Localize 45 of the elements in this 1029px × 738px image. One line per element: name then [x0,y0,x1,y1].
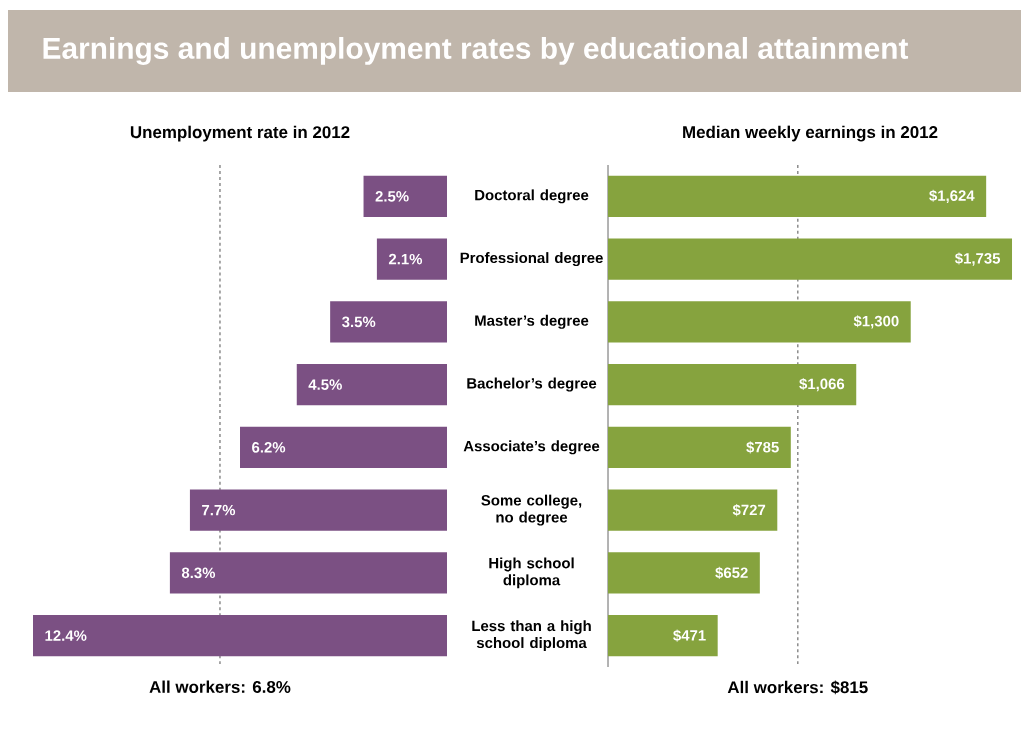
data-label: 4.5% [308,379,342,390]
data-label: $1,624 [929,189,975,204]
data-label: 6.2% [252,442,286,453]
y-tick-label: Professional degree [460,252,603,267]
bar [608,489,778,531]
bar [189,489,448,531]
bar [608,426,791,469]
bar [33,614,448,657]
data-label: $1,735 [954,252,1001,266]
data-label: 3.5% [342,316,376,328]
bar [376,238,448,280]
data-label: 2.5% [375,191,409,202]
y-tick-label: Bachelor’s degree [467,377,597,392]
bar [608,552,760,594]
bar [608,363,857,406]
data-label: 2.1% [388,253,423,265]
bar [330,301,448,343]
y-tick-label: High school diploma [489,557,574,589]
data-label: $471 [673,629,706,642]
chart-subtitle: Unemployment rate in 2012 [130,125,350,142]
data-label: 7.7% [202,504,236,516]
data-label: 12.4% [45,630,87,641]
y-tick-label: Doctoral degree [475,189,589,204]
bar [363,175,448,218]
ref-line-label: All workers: $815 [727,680,868,695]
y-tick-label: Some college, no degree [481,494,582,526]
chart-title: Earnings and unemployment rates by educational attainment [43,36,909,65]
data-label: 8.3% [181,567,216,579]
bar [240,426,448,469]
data-label: $1,300 [853,315,899,329]
bar [608,175,987,218]
data-label: $785 [746,441,779,454]
chart-title: Median weekly earnings in 2012 [683,125,938,142]
data-label: $727 [732,504,766,517]
y-tick-label: Less than a high school diploma [472,620,591,652]
y-tick-label: Master’s degree [475,314,589,329]
data-label: $652 [715,566,748,579]
y-tick-label: Associate’s degree [463,440,600,455]
bar [169,552,448,594]
bar [608,301,911,343]
data-label: $1,066 [799,377,845,392]
ref-line-label: All workers: 6.8% [149,680,291,693]
bar [608,238,1013,280]
bar [608,614,718,657]
bar [296,363,448,406]
